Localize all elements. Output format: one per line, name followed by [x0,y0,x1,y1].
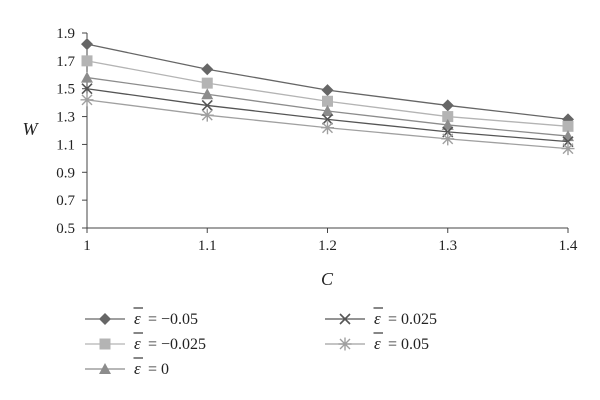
data-point-square [562,120,574,132]
data-point-square [442,111,454,123]
y-tick-label: 0.5 [56,221,75,237]
x-tick-label: 1.2 [318,238,337,254]
data-point-x [201,99,213,111]
data-point-x [81,83,93,95]
tick-labels: 0.5 0.7 0.9 1.1 1.3 1.5 1.7 1.9 1 1.1 1.2 1.3 1.4 [56,26,578,254]
x-tick-label: 1 [83,238,91,254]
data-point-star [561,142,575,156]
data-point-star [441,132,455,146]
x-tick-label: 1.4 [559,238,578,254]
data-point-triangle [81,71,93,83]
data-point-square [322,95,333,107]
legend-epsilon: ε [134,309,141,328]
y-tick-label: 1.5 [56,82,75,98]
legend-marker-x [339,313,351,325]
y-tick-label: 1.3 [56,110,75,126]
series-square [81,55,574,132]
legend-label: = 0.05 [388,336,429,353]
y-tick-label: 0.7 [56,193,75,209]
series-star [80,93,575,156]
legend-marker-diamond [99,313,111,325]
data-point-star [321,121,334,135]
data-point-diamond [441,99,454,112]
x-tick-label: 1.3 [438,238,457,254]
legend-item: ε = −0.05 [85,307,198,328]
data-point-x [321,113,334,125]
y-axis-label: W [23,119,40,139]
legend-marker-triangle [99,363,111,374]
legend-epsilon: ε [374,334,381,353]
x-tick-label: 1.1 [198,238,217,254]
legend-label: = 0 [148,361,169,378]
legend-epsilon: ε [374,309,381,328]
data-point-diamond [321,84,334,97]
legend-marker-star [338,337,352,351]
legend-epsilon: ε [134,359,141,378]
legend-item: ε = 0.025 [325,307,437,328]
legend-label: = −0.025 [148,336,206,353]
data-point-triangle [201,88,214,100]
legend: ε = −0.05 ε = −0.025 ε = 0 ε = 0.025 ε = 0.05 [85,307,437,378]
legend-label: = −0.05 [148,311,198,328]
data-point-triangle [321,105,334,116]
series-diamond [81,38,574,126]
y-tick-label: 1.7 [56,54,75,70]
legend-label: = 0.025 [388,311,437,328]
legend-item: ε = −0.025 [85,332,206,353]
data-point-square [81,55,93,67]
legend-epsilon: ε [134,334,141,353]
data-point-star [200,108,214,122]
y-tick-label: 0.9 [56,165,75,181]
data-point-square [201,77,213,89]
data-point-star [80,93,94,107]
legend-item: ε = 0 [85,357,169,378]
legend-marker-square [99,338,111,350]
data-point-triangle [441,118,454,130]
data-point-diamond [81,38,93,51]
data-point-diamond [201,63,214,76]
legend-item: ε = 0.05 [325,332,429,353]
y-tick-label: 1.9 [56,26,75,42]
series-layer [80,38,575,156]
x-axis-label: C [321,269,334,289]
y-tick-label: 1.1 [56,137,75,153]
